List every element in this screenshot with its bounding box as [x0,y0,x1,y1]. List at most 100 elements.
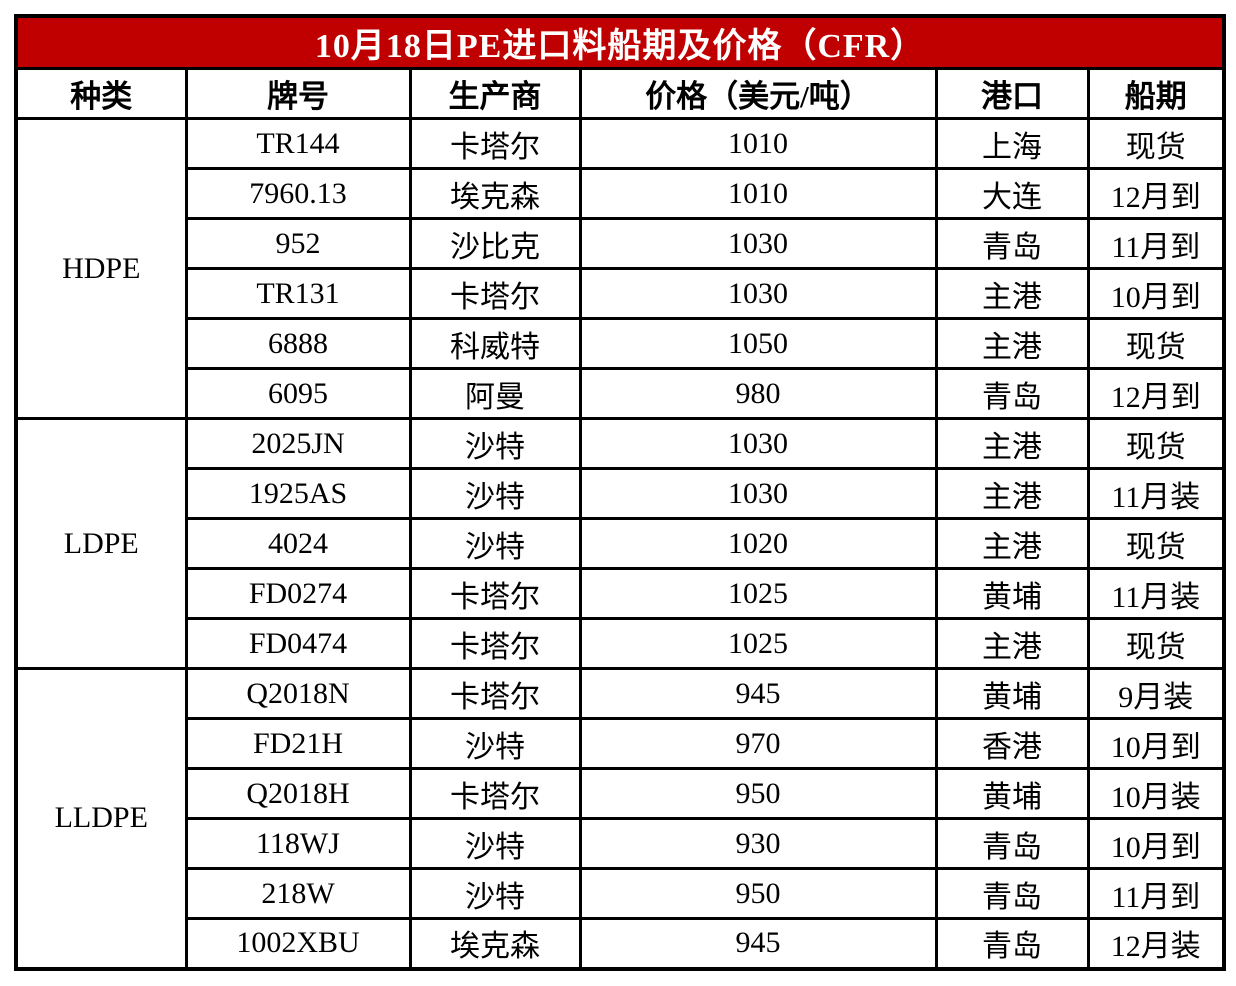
cell-port: 青岛 [934,217,1090,270]
cell-producer: 阿曼 [408,367,582,420]
cell-shipdate: 12月到 [1086,367,1226,420]
cell-shipdate: 11月到 [1086,217,1226,270]
pe-import-table-container: 10月18日PE进口料船期及价格（CFR） 种类 牌号 生产商 价格（美元/吨）… [14,14,1227,971]
cell-shipdate: 11月装 [1086,567,1226,620]
cell-producer: 卡塔尔 [408,667,582,720]
cell-shipdate: 11月到 [1086,867,1226,920]
table-row: 7960.13 埃克森 1010 大连 12月到 [16,167,1226,220]
cell-grade: TR144 [184,117,412,170]
cell-grade: FD0274 [184,567,412,620]
cell-producer: 沙特 [408,517,582,570]
table-row: 6095 阿曼 980 青岛 12月到 [16,367,1226,420]
cell-grade: 1002XBU [184,917,412,970]
cell-producer: 埃克森 [408,917,582,970]
table-row: LDPE 2025JN 沙特 1030 主港 现货 [14,417,1226,670]
cell-grade: Q2018N [184,667,412,720]
table-row: TR131 卡塔尔 1030 主港 10月到 [16,267,1226,320]
cell-producer: 卡塔尔 [408,117,582,170]
cell-port: 黄埔 [934,667,1090,720]
cell-shipdate: 9月装 [1086,667,1226,720]
cell-producer: 沙特 [408,817,582,870]
cell-shipdate: 10月到 [1086,717,1226,770]
cell-grade: 118WJ [184,817,412,870]
cell-price: 1025 [578,617,938,670]
cell-port: 大连 [934,167,1090,220]
cell-shipdate: 现货 [1086,317,1226,370]
cell-shipdate: 10月到 [1086,817,1226,870]
cell-grade: 6095 [184,367,412,420]
cell-category-lldpe: LLDPE [14,667,188,970]
cell-price: 1030 [578,217,938,270]
table-row: HDPE TR144 卡塔尔 1010 上海 现货 [14,117,1226,420]
cell-grade: 4024 [184,517,412,570]
table-row: FD21H 沙特 970 香港 10月到 [16,717,1226,770]
cell-shipdate: 现货 [1086,417,1226,470]
table-row: 4024 沙特 1020 主港 现货 [16,517,1226,570]
cell-shipdate: 11月装 [1086,467,1226,520]
cell-port: 主港 [934,517,1090,570]
table-row: Q2018H 卡塔尔 950 黄埔 10月装 [16,767,1226,820]
cell-grade: 952 [184,217,412,270]
cell-port: 主港 [934,267,1090,320]
cell-price: 1010 [578,167,938,220]
cell-price: 1025 [578,567,938,620]
cell-port: 香港 [934,717,1090,770]
table-row: FD0274 卡塔尔 1025 黄埔 11月装 [16,567,1226,620]
cell-price: 1030 [578,417,938,470]
cell-price: 930 [578,817,938,870]
cell-category-hdpe: HDPE [14,117,188,420]
cell-price: 1050 [578,317,938,370]
cell-port: 上海 [934,117,1090,170]
cell-port: 青岛 [934,917,1090,970]
table-row: 6888 科威特 1050 主港 现货 [16,317,1226,370]
table-row: FD0474 卡塔尔 1025 主港 现货 [16,617,1226,670]
cell-grade: 1925AS [184,467,412,520]
cell-port: 青岛 [934,367,1090,420]
cell-grade: 6888 [184,317,412,370]
cell-shipdate: 现货 [1086,517,1226,570]
cell-producer: 卡塔尔 [408,617,582,670]
cell-price: 970 [578,717,938,770]
table-row: LLDPE Q2018N 卡塔尔 945 黄埔 9月装 [14,667,1226,970]
cell-producer: 沙特 [408,717,582,770]
cell-grade: Q2018H [184,767,412,820]
cell-producer: 沙特 [408,867,582,920]
cell-port: 青岛 [934,817,1090,870]
cell-price: 980 [578,367,938,420]
cell-producer: 科威特 [408,317,582,370]
table-title: 10月18日PE进口料船期及价格（CFR） [14,14,1226,70]
cell-grade: FD21H [184,717,412,770]
cell-port: 主港 [934,617,1090,670]
cell-port: 主港 [934,317,1090,370]
cell-shipdate: 12月到 [1086,167,1226,220]
cell-producer: 卡塔尔 [408,567,582,620]
table-row: 952 沙比克 1030 青岛 11月到 [16,217,1226,270]
cell-shipdate: 10月装 [1086,767,1226,820]
column-header-category: 种类 [14,67,188,120]
cell-producer: 沙比克 [408,217,582,270]
column-header-price: 价格（美元/吨） [578,67,938,120]
cell-grade: 2025JN [184,417,412,470]
cell-port: 青岛 [934,867,1090,920]
table-row: 1925AS 沙特 1030 主港 11月装 [16,467,1226,520]
cell-producer: 卡塔尔 [408,767,582,820]
header-row: 种类 牌号 生产商 价格（美元/吨） 港口 船期 [14,67,1226,120]
table-row: 118WJ 沙特 930 青岛 10月到 [16,817,1226,870]
cell-price: 945 [578,917,938,970]
cell-grade: 7960.13 [184,167,412,220]
cell-price: 950 [578,867,938,920]
cell-shipdate: 现货 [1086,117,1226,170]
cell-port: 主港 [934,467,1090,520]
cell-producer: 沙特 [408,417,582,470]
cell-grade: TR131 [184,267,412,320]
cell-price: 1030 [578,467,938,520]
cell-shipdate: 现货 [1086,617,1226,670]
cell-price: 1010 [578,117,938,170]
cell-price: 950 [578,767,938,820]
cell-port: 黄埔 [934,567,1090,620]
cell-port: 主港 [934,417,1090,470]
cell-shipdate: 12月装 [1086,917,1226,970]
cell-shipdate: 10月到 [1086,267,1226,320]
column-header-port: 港口 [934,67,1090,120]
cell-producer: 沙特 [408,467,582,520]
